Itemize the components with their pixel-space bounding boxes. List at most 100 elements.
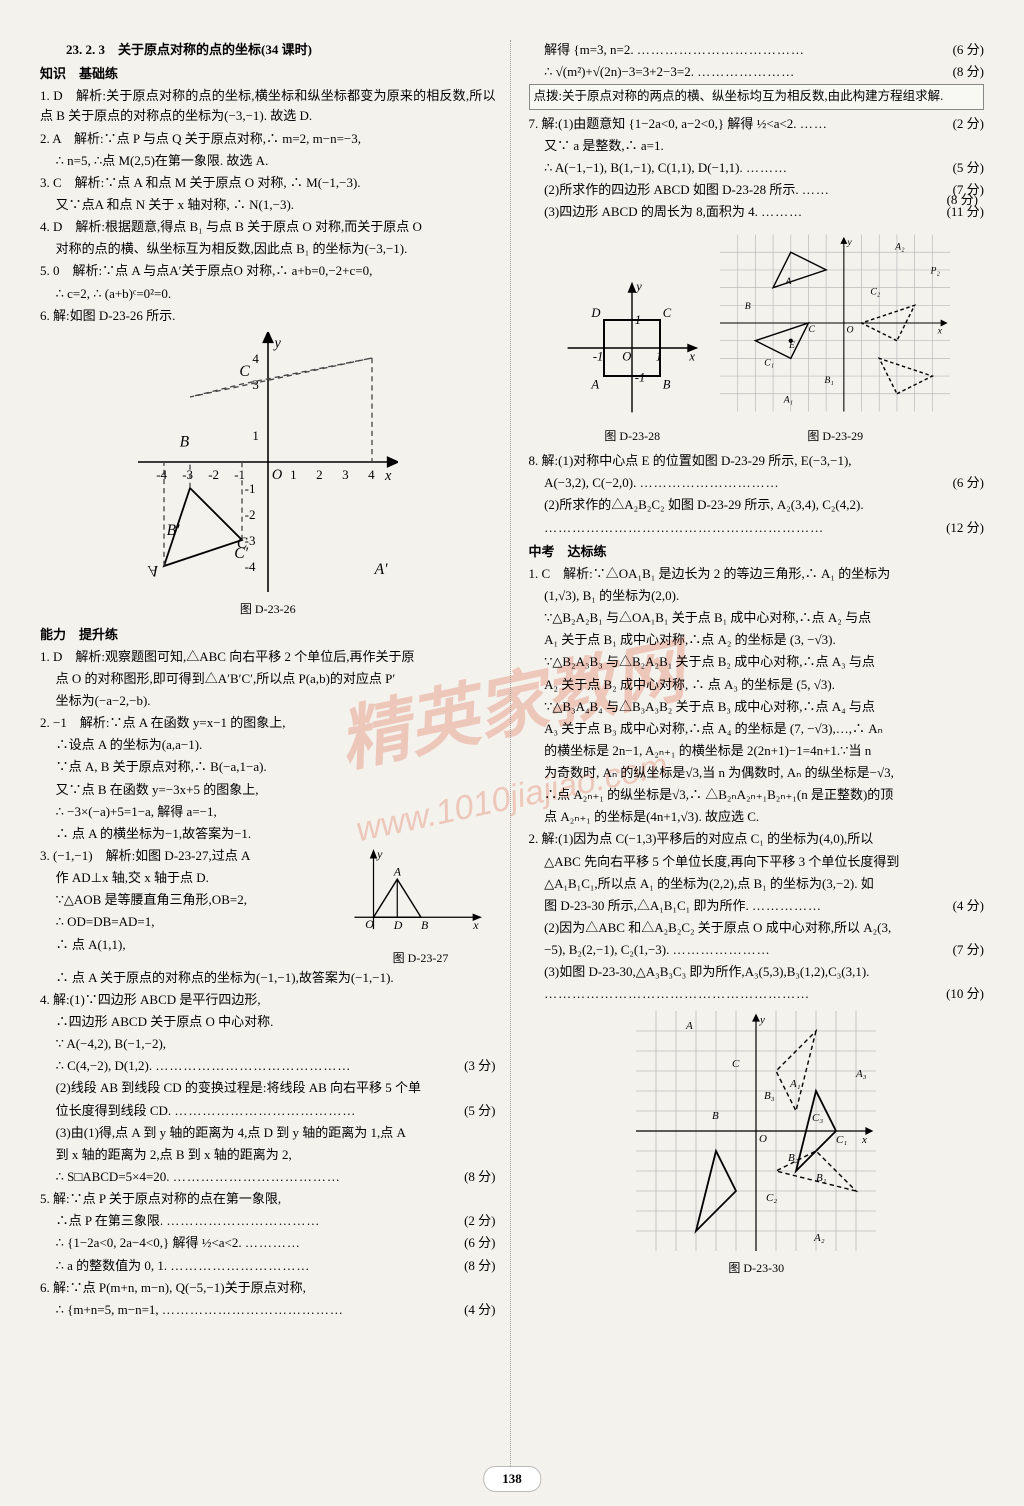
r7d-text: (2)所求作的四边形 ABCD 如图 D-23-28 所示.: [544, 182, 802, 197]
c1e: ∵△B₂A₃B₃ 与△B₂A₂B₁ 关于点 B₂ 成中心对称,∴点 A₃ 与点: [529, 652, 985, 672]
r8d-score: (12 分): [946, 518, 984, 538]
p4i: ∴ S□ABCD=5×4=20. ……………………………… (8 分): [40, 1167, 496, 1187]
figures-28-29: Oxy DC AB -11 1-1 图 D-23-28: [529, 228, 985, 445]
c2f-text: −5), B₂(2,−1), C₂(1,−3).: [544, 942, 673, 957]
c1a: 1. C 解析:∵△OA₁B₁ 是边长为 2 的等边三角形,∴ A₁ 的坐标为: [529, 564, 985, 584]
subhead-ability: 能力 提升练: [40, 625, 496, 645]
svg-text:B: B: [663, 378, 671, 392]
stray-score-8: (8 分): [947, 190, 978, 210]
c2h: ………………………………………………… (10 分): [529, 984, 985, 1004]
figure-29: Oxy ABC A₁B₁C₁ A₂P₂C₂ E 图 D-23-29: [720, 228, 950, 445]
r8c: (2)所求作的△A₂B₂C₂ 如图 D-23-29 所示, A₂(3,4), C…: [529, 495, 985, 515]
svg-text:D: D: [591, 307, 601, 321]
p4e: (2)线段 AB 到线段 CD 的变换过程是:将线段 AB 向右平移 5 个单: [40, 1078, 496, 1098]
two-column-layout: 23. 2. 3 关于原点对称的点的坐标(34 课时) 知识 基础练 1. D …: [40, 40, 984, 1486]
c1j: 为奇数时, Aₙ 的纵坐标是√3,当 n 为偶数时, Aₙ 的纵坐标是−√3,: [529, 763, 985, 783]
figure-30: Oxy ABC A₁B₁C₁ A₂B₂C₂ A₃B₃C₃ 图 D-23-30: [529, 1011, 985, 1278]
r7b: 又∵ a 是整数,∴ a=1.: [529, 136, 985, 156]
svg-text:2: 2: [316, 467, 323, 482]
r8b-text: A(−3,2), C(−2,0).: [544, 475, 640, 490]
svg-text:-2: -2: [208, 467, 219, 482]
p3f: ∴ 点 A 关于原点的对称点的坐标为(−1,−1),故答案为(−1,−1).: [40, 968, 496, 988]
svg-text:C₂: C₂: [871, 287, 881, 298]
p4d: ∴ C(4,−2), D(1,2). …………………………………… (3 分): [40, 1056, 496, 1076]
svg-text:x: x: [384, 468, 392, 484]
r0a-text: 解得 {m=3, n=2.: [544, 42, 637, 57]
svg-text:x: x: [472, 918, 479, 932]
c1g: ∵△B₃A₄B₄ 与△B₃A₃B₂ 关于点 B₃ 成中心对称,∴点 A₄ 与点: [529, 697, 985, 717]
r7c-text: ∴ A(−1,−1), B(1,−1), C(1,1), D(−1,1).: [544, 160, 746, 175]
svg-text:B₁: B₁: [816, 1172, 827, 1184]
figure-29-svg: Oxy ABC A₁B₁C₁ A₂P₂C₂ E: [720, 228, 950, 418]
svg-text:x: x: [937, 326, 943, 337]
q2-line2: ∴ n=5, ∴点 M(2,5)在第一象限. 故选 A.: [40, 151, 496, 171]
svg-text:x: x: [689, 350, 696, 364]
svg-text:4: 4: [368, 467, 375, 482]
svg-text:B′: B′: [166, 522, 180, 539]
r8b: A(−3,2), C(−2,0). ………………………… (6 分): [529, 473, 985, 493]
p4g: (3)由(1)得,点 A 到 y 轴的距离为 4,点 D 到 y 轴的距离为 1…: [40, 1123, 496, 1143]
p2f: ∴ 点 A 的横坐标为−1,故答案为−1.: [40, 824, 496, 844]
svg-text:B: B: [421, 918, 428, 932]
c2h-score: (10 分): [946, 984, 984, 1004]
p2c: ∵点 A, B 关于原点对称,∴ B(−a,1−a).: [40, 757, 496, 777]
svg-text:C: C: [732, 1058, 740, 1070]
svg-text:y: y: [634, 280, 642, 294]
c1f: A₂ 关于点 B₂ 成中心对称, ∴ 点 A₃ 的坐标是 (5, √3).: [529, 675, 985, 695]
r7a-score: (2 分): [953, 114, 984, 134]
svg-text:C₁: C₁: [836, 1134, 847, 1146]
p5b-text: ∴点 P 在第三象限.: [56, 1213, 167, 1228]
p2b: ∴设点 A 的坐标为(a,a−1).: [40, 735, 496, 755]
svg-text:3: 3: [252, 377, 259, 392]
figure-28-svg: Oxy DC AB -11 1-1: [562, 278, 702, 418]
c1b: (1,√3), B₁ 的坐标为(2,0).: [529, 586, 985, 606]
q3-line1: 3. C 解析:∵点 A 和点 M 关于原点 O 对称, ∴ M(−1,−3).: [40, 173, 496, 193]
svg-text:C: C: [237, 535, 248, 552]
svg-text:-1: -1: [593, 350, 604, 364]
r0b-text: ∴ √(m²)+√(2n)−3=3+2−3=2.: [544, 64, 697, 79]
r0a-score: (6 分): [953, 40, 984, 60]
svg-text:-2: -2: [244, 507, 255, 522]
figure-26-svg: xy O -4-3-2-1 1234 431 -1-2-3-4: [138, 332, 398, 592]
r7e-text: (3)四边形 ABCD 的周长为 8,面积为 4.: [544, 204, 761, 219]
p2d: 又∵点 B 在函数 y=−3x+5 的图象上,: [40, 780, 496, 800]
svg-text:B: B: [712, 1110, 719, 1122]
p5d-score: (8 分): [464, 1256, 495, 1276]
svg-text:A₂: A₂: [894, 242, 905, 253]
svg-text:C: C: [663, 307, 672, 321]
svg-text:O: O: [847, 325, 854, 336]
p5d-text: ∴ a 的整数值为 0, 1.: [56, 1258, 171, 1273]
p5c-score: (6 分): [464, 1233, 495, 1253]
svg-text:-1: -1: [234, 467, 245, 482]
subhead-knowledge: 知识 基础练: [40, 64, 496, 84]
svg-text:C₁: C₁: [764, 358, 774, 369]
c1k: ∴点 A₂ₙ₊₁ 的纵坐标是√3,∴ △B₂ₙA₂ₙ₊₁B₂ₙ₊₁(n 是正整数…: [529, 785, 985, 805]
svg-text:-4: -4: [156, 467, 167, 482]
svg-text:4: 4: [252, 351, 259, 366]
svg-text:1: 1: [290, 467, 297, 482]
figure-30-svg: Oxy ABC A₁B₁C₁ A₂B₂C₂ A₃B₃C₃: [636, 1011, 876, 1251]
p1b: 点 O 的对称图形,即可得到△A′B′C′,所以点 P(a,b)的对应点 P′: [40, 669, 496, 689]
svg-text:y: y: [272, 335, 281, 351]
p6b-text: ∴ {m+n=5, m−n=1,: [56, 1302, 162, 1317]
r8d: …………………………………………………… (12 分): [529, 518, 985, 538]
svg-text:A: A: [147, 562, 158, 579]
left-column: 23. 2. 3 关于原点对称的点的坐标(34 课时) 知识 基础练 1. D …: [40, 40, 511, 1486]
svg-text:3: 3: [342, 467, 349, 482]
p2a: 2. −1 解析:∵点 A 在函数 y=x−1 的图象上,: [40, 713, 496, 733]
p2e: ∴ −3×(−a)+5=1−a, 解得 a=−1,: [40, 802, 496, 822]
figure-30-label: 图 D-23-30: [529, 1259, 985, 1278]
p4i-text: ∴ S□ABCD=5×4=20.: [56, 1169, 173, 1184]
r8b-score: (6 分): [953, 473, 984, 493]
p4f: 位长度得到线段 CD. ………………………………… (5 分): [40, 1101, 496, 1121]
c2f: −5), B₂(2,−1), C₂(1,−3). ………………… (7 分): [529, 940, 985, 960]
r0b-score: (8 分): [953, 62, 984, 82]
svg-text:1: 1: [656, 350, 662, 364]
r7c: ∴ A(−1,−1), B(1,−1), C(1,1), D(−1,1). ………: [529, 158, 985, 178]
svg-text:P₂: P₂: [930, 266, 941, 277]
svg-text:A₁: A₁: [783, 395, 793, 406]
svg-text:A: A: [591, 378, 600, 392]
svg-text:y: y: [759, 1014, 765, 1026]
svg-text:O: O: [759, 1133, 767, 1145]
svg-text:y: y: [376, 847, 383, 861]
